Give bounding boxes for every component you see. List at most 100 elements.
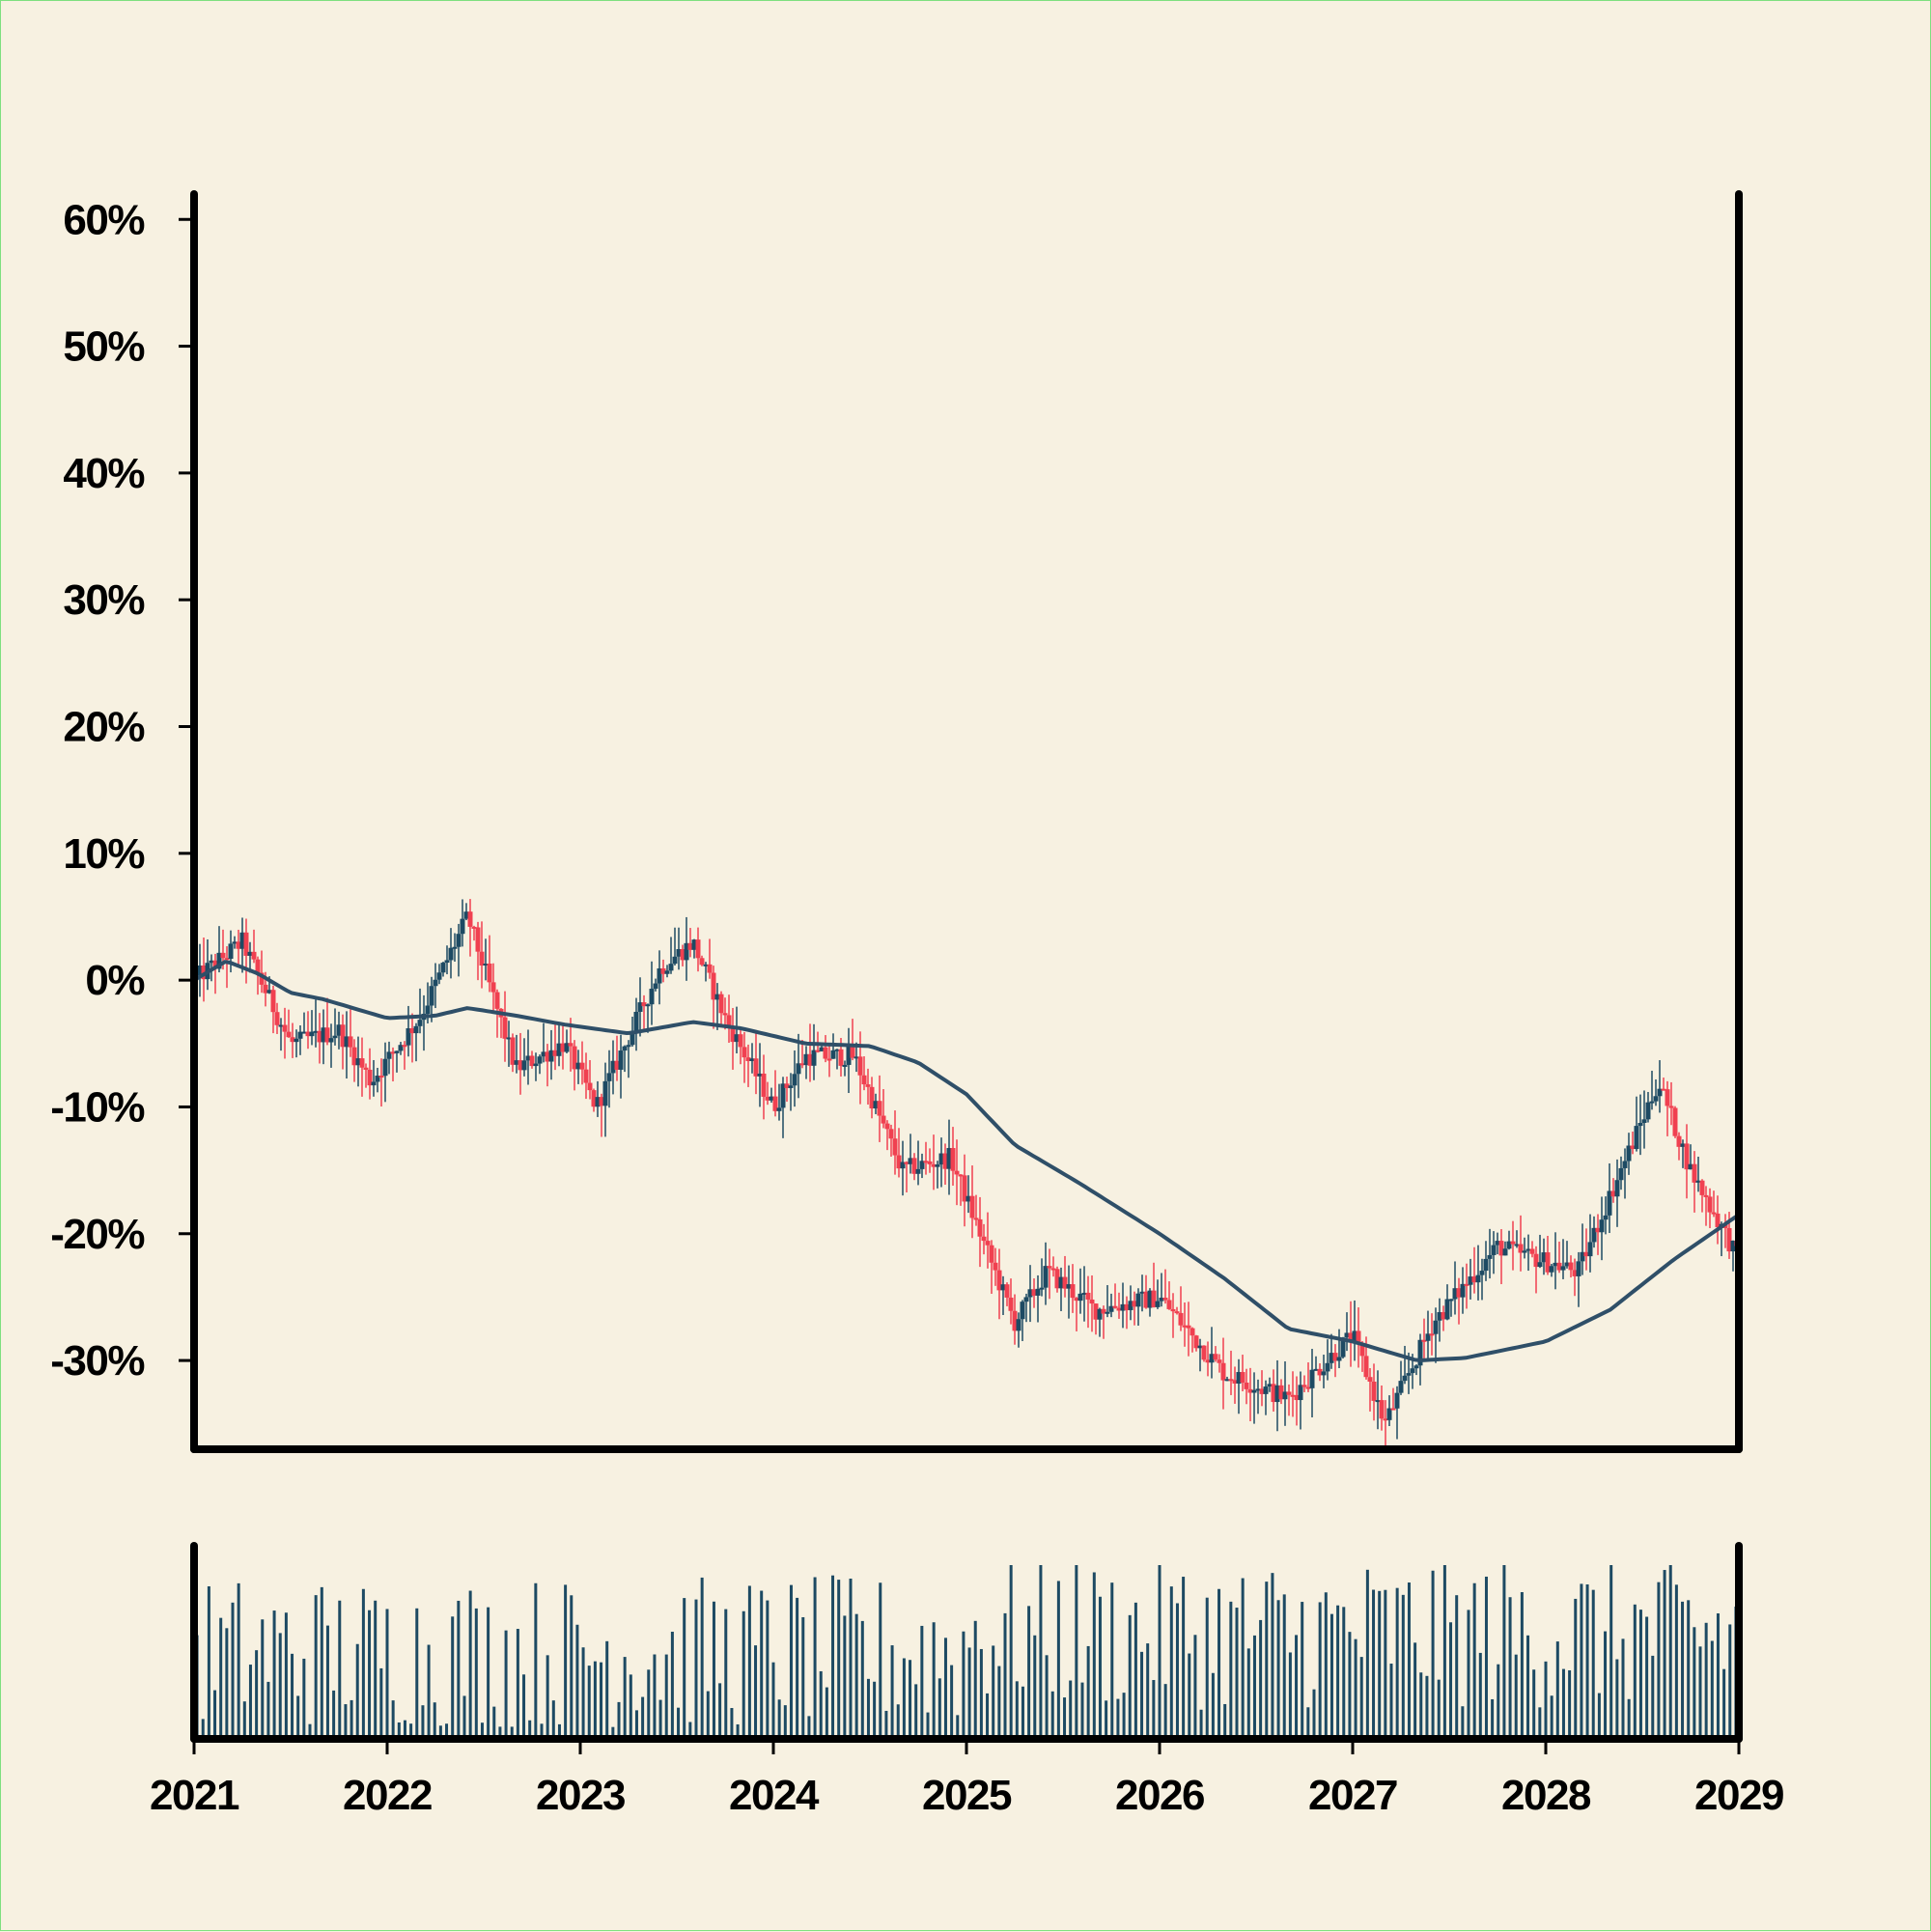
volume-bar bbox=[1491, 1698, 1495, 1739]
candle-body bbox=[1429, 1333, 1435, 1336]
volume-bar bbox=[438, 1725, 442, 1739]
candle-body bbox=[1583, 1251, 1589, 1257]
volume-bar bbox=[950, 1665, 954, 1739]
candle-body bbox=[753, 1058, 759, 1077]
candle-body bbox=[1174, 1311, 1180, 1314]
candle-body bbox=[1271, 1384, 1276, 1403]
volume-bar bbox=[1704, 1622, 1708, 1739]
volume-bar bbox=[462, 1695, 466, 1739]
volume-bar bbox=[1698, 1646, 1702, 1739]
volume-bar bbox=[1075, 1565, 1078, 1739]
volume-bar bbox=[997, 1666, 1001, 1739]
volume-bar bbox=[1561, 1668, 1565, 1739]
candle-body bbox=[1336, 1357, 1342, 1361]
volume-bar bbox=[854, 1613, 858, 1739]
volume-bar bbox=[570, 1595, 574, 1739]
candle-body bbox=[1367, 1377, 1373, 1382]
candle-body bbox=[819, 1047, 825, 1051]
candle-body bbox=[1332, 1353, 1338, 1361]
candle-body bbox=[765, 1096, 770, 1101]
candle-body bbox=[514, 1060, 519, 1065]
candle-body bbox=[900, 1162, 906, 1169]
candle-body bbox=[502, 1017, 508, 1039]
candle-body bbox=[212, 960, 218, 969]
candle-body bbox=[270, 990, 276, 1013]
volume-bar bbox=[1318, 1602, 1322, 1739]
candle-body bbox=[579, 1062, 585, 1070]
candle-body bbox=[1607, 1190, 1612, 1216]
candle-body bbox=[317, 1030, 322, 1043]
candle-body bbox=[1390, 1408, 1396, 1411]
volume-bar bbox=[1271, 1573, 1274, 1739]
volume-bar bbox=[617, 1701, 621, 1739]
volume-bar bbox=[492, 1706, 496, 1739]
candle-body bbox=[1452, 1288, 1458, 1300]
volume-bar bbox=[992, 1645, 995, 1739]
candle-body bbox=[243, 932, 249, 956]
candle-body bbox=[1298, 1385, 1303, 1401]
candle-body bbox=[1089, 1299, 1095, 1304]
volume-bar bbox=[1449, 1622, 1453, 1739]
candle-body bbox=[1151, 1290, 1157, 1307]
candle-body bbox=[645, 1004, 651, 1007]
candle-body bbox=[548, 1050, 554, 1062]
candle-body bbox=[1622, 1161, 1628, 1168]
volume-bar bbox=[1336, 1605, 1340, 1739]
candle-body bbox=[506, 1037, 512, 1040]
volume-bar bbox=[1502, 1565, 1506, 1739]
volume-bar bbox=[421, 1705, 425, 1739]
volume-bar bbox=[819, 1670, 823, 1739]
candle-body bbox=[560, 1043, 566, 1052]
y-tick-label: 30% bbox=[63, 576, 144, 624]
volume-bar bbox=[1105, 1700, 1108, 1739]
volume-bar bbox=[1395, 1587, 1399, 1739]
volume-bar bbox=[510, 1726, 514, 1739]
candle-body bbox=[1259, 1388, 1265, 1394]
volume-bar bbox=[807, 1716, 811, 1739]
candle-body bbox=[730, 1025, 736, 1043]
volume-bar bbox=[1591, 1589, 1595, 1739]
volume-bar bbox=[712, 1601, 715, 1739]
candle-body bbox=[251, 951, 257, 960]
volume-bar bbox=[754, 1645, 758, 1739]
volume-bar bbox=[540, 1723, 544, 1739]
volume-bar bbox=[213, 1690, 217, 1739]
candle-body bbox=[1553, 1262, 1558, 1267]
volume-bar bbox=[641, 1696, 645, 1739]
volume-bar bbox=[1544, 1661, 1548, 1739]
y-tick-label: 0% bbox=[85, 957, 144, 1004]
candle-body bbox=[842, 1064, 848, 1067]
candle-body bbox=[328, 1038, 334, 1043]
volume-bar bbox=[837, 1580, 841, 1739]
candle-body bbox=[1081, 1292, 1087, 1295]
candle-body bbox=[657, 967, 662, 984]
volume-bar bbox=[427, 1644, 431, 1739]
candle-body bbox=[969, 1195, 975, 1218]
candle-body bbox=[1147, 1290, 1153, 1308]
candle-body bbox=[1522, 1250, 1527, 1253]
candle-body bbox=[494, 992, 500, 1009]
candle-body bbox=[1618, 1167, 1624, 1181]
candle-body bbox=[1421, 1339, 1427, 1342]
volume-bar bbox=[902, 1658, 906, 1739]
volume-bar bbox=[873, 1681, 877, 1739]
volume-bar bbox=[747, 1585, 751, 1739]
volume-bar bbox=[1276, 1600, 1280, 1739]
candle-body bbox=[923, 1161, 929, 1163]
candle-body bbox=[533, 1063, 539, 1067]
candle-body bbox=[680, 949, 686, 961]
candle-body bbox=[1116, 1307, 1122, 1311]
volume-bar bbox=[1288, 1652, 1292, 1739]
candle-body bbox=[556, 1043, 562, 1056]
volume-bar bbox=[314, 1595, 318, 1739]
volume-bar bbox=[623, 1657, 627, 1739]
volume-bar bbox=[1158, 1565, 1161, 1739]
volume-bar bbox=[1152, 1680, 1156, 1739]
volume-bar bbox=[1039, 1565, 1043, 1739]
volume-bar bbox=[1674, 1584, 1678, 1739]
volume-bar bbox=[1597, 1693, 1601, 1739]
candle-body bbox=[1066, 1284, 1072, 1289]
volume-bar bbox=[1133, 1602, 1137, 1739]
candle-body bbox=[1684, 1143, 1690, 1170]
volume-bar bbox=[1431, 1570, 1435, 1739]
